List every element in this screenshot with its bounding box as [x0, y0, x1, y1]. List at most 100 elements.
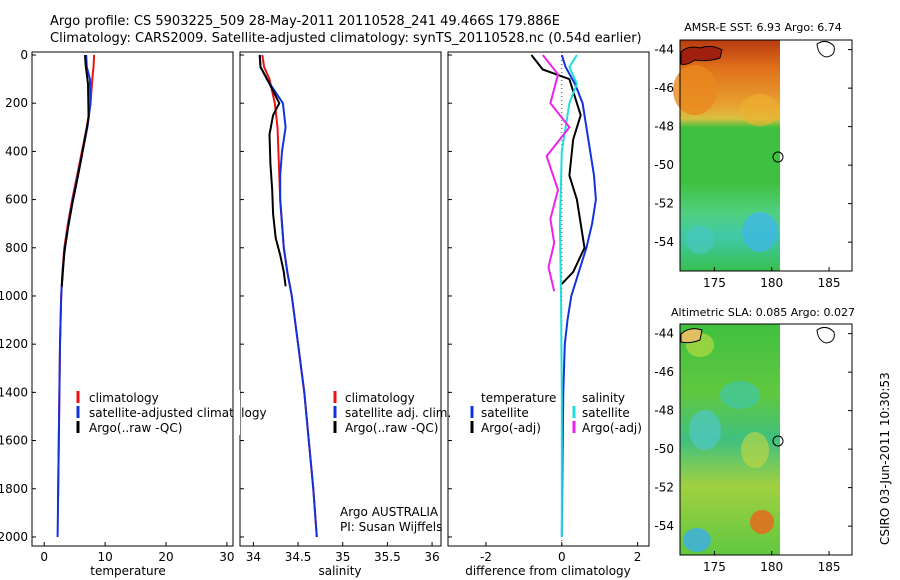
- legend-label-argo: Argo(..raw -QC): [89, 421, 182, 435]
- depth-axis-ticks: 0 200 400 600 800 1000 1200 1400 1600 1800 2000: [0, 48, 452, 544]
- map-lat-label: -50: [654, 442, 674, 456]
- map-lon-label: 180: [760, 276, 783, 290]
- temperature-legend: climatology satellite-adjusted climatolo…: [76, 391, 267, 435]
- map-lat-label: -44: [654, 327, 674, 341]
- series-line-salinity-argo-adj-: [542, 54, 571, 292]
- difference-xlabel: difference from climatology: [465, 564, 631, 578]
- difference-series: [530, 52, 597, 546]
- depth-tick-label: 2000: [0, 530, 28, 544]
- x-tick-label: 34.5: [285, 550, 312, 564]
- legend-heading-salinity: salinity: [582, 391, 625, 405]
- map-lat-label: -48: [654, 120, 674, 134]
- salinity-series: [258, 54, 318, 538]
- map-lon-label: 175: [703, 276, 726, 290]
- map-lon-label: 185: [818, 560, 841, 574]
- x-tick-label: 10: [97, 550, 112, 564]
- sst-cool-patch: [742, 212, 778, 252]
- depth-tick-label: 600: [5, 193, 28, 207]
- salinity-legend: climatology satellite adj. clim. Argo(..…: [333, 391, 451, 435]
- sst-patch: [740, 94, 780, 126]
- depth-tick-label: 1600: [0, 434, 28, 448]
- series-line-argo-raw-qc-: [258, 54, 287, 287]
- x-tick-label: 35: [335, 550, 350, 564]
- depth-tick-label: 200: [5, 96, 28, 110]
- sst-map: [673, 39, 853, 272]
- depth-tick-label: 0: [20, 48, 28, 62]
- legend-label-climatology: climatology: [345, 391, 415, 405]
- legend-label-satellite: satellite-adjusted climatology: [89, 406, 267, 420]
- temperature-plot-frame: [31, 51, 234, 547]
- series-line-argo-raw-qc-: [60, 54, 90, 287]
- depth-tick-label: 1800: [0, 482, 28, 496]
- float-location-marker: [772, 435, 784, 447]
- salinity-plot-frame: [239, 51, 442, 547]
- sst-map-title: AMSR-E SST: 6.93 Argo: 6.74: [684, 21, 842, 34]
- float-location-marker: [772, 151, 784, 163]
- legend-label-satellite: satellite adj. clim.: [345, 406, 451, 420]
- difference-legend: temperature satellite Argo(-adj) salinit…: [470, 391, 642, 435]
- x-tick-label: 34: [246, 550, 261, 564]
- coastline: [816, 326, 835, 344]
- map-lat-label: -44: [654, 43, 674, 57]
- x-tick-label: 36: [424, 550, 439, 564]
- depth-tick-label: 1400: [0, 385, 28, 399]
- temperature-xlabel: temperature: [90, 564, 165, 578]
- float-program: Argo AUSTRALIA: [340, 505, 439, 519]
- depth-tick-label: 800: [5, 241, 28, 255]
- x-tick-label: 20: [158, 550, 173, 564]
- depth-tick-label: 400: [5, 144, 28, 158]
- sla-patch: [720, 381, 760, 409]
- map-lat-label: -52: [654, 197, 674, 211]
- coastline: [816, 40, 835, 58]
- salinity-xlabel: salinity: [318, 564, 361, 578]
- map-lat-label: -54: [654, 519, 674, 533]
- map-lon-label: 185: [818, 276, 841, 290]
- x-tick-label: 0: [558, 550, 566, 564]
- sla-patch: [741, 432, 769, 468]
- coastline: [680, 45, 723, 65]
- x-tick-label: 35.5: [374, 550, 401, 564]
- sla-map-frame: [679, 323, 853, 556]
- map-lon-label: 175: [703, 560, 726, 574]
- map-lat-label: -46: [654, 365, 674, 379]
- map-lon-label: 180: [760, 560, 783, 574]
- timestamp: CSIRO 03-Jun-2011 10:30:53: [878, 372, 892, 545]
- difference-plot-frame: [447, 51, 650, 547]
- x-tick-label: 2: [634, 550, 642, 564]
- legend-label-argo: Argo(..raw -QC): [345, 421, 438, 435]
- x-tick-label: -2: [480, 550, 492, 564]
- legend-label-climatology: climatology: [89, 391, 159, 405]
- figure-title-line2: Climatology: CARS2009. Satellite-adjuste…: [50, 31, 642, 46]
- depth-tick-label: 1000: [0, 289, 28, 303]
- depth-tick-label: 1200: [0, 337, 28, 351]
- series-line-temperature-argo-adj-: [530, 54, 586, 285]
- legend-label-temp-satellite: satellite: [481, 406, 529, 420]
- temperature-series: [56, 54, 96, 538]
- x-axis-ticks: 0 10 20 30 34 34.5 35 35.5 36 -2 0 2: [40, 542, 641, 564]
- legend-label-sal-argo: Argo(-adj): [582, 421, 642, 435]
- legend-label-sal-satellite: satellite: [582, 406, 630, 420]
- map-lat-label: -50: [654, 158, 674, 172]
- legend-clip-mask: [233, 390, 240, 435]
- map-lat-label: -54: [654, 235, 674, 249]
- figure-title-line1: Argo profile: CS 5903225_509 28-May-2011…: [50, 14, 560, 29]
- legend-heading-temperature: temperature: [481, 391, 556, 405]
- float-pi: PI: Susan Wijffels: [340, 520, 442, 534]
- coastline: [680, 328, 703, 344]
- map-axis-ticks: -44 -46 -48 -50 -52 -54 175 180 185 -44 -46 -48 -50 -…: [654, 43, 852, 574]
- map-lat-label: -46: [654, 81, 674, 95]
- sla-high-patch: [750, 510, 774, 534]
- sla-map-title: Altimetric SLA: 0.085 Argo: 0.027: [671, 306, 855, 319]
- x-tick-label: 0: [40, 550, 48, 564]
- series-line-satellite-adjusted-climatology: [56, 54, 92, 538]
- sst-map-frame: [679, 39, 853, 272]
- sla-map: [679, 323, 853, 556]
- sst-cool-patch: [686, 226, 714, 254]
- map-lat-label: -52: [654, 481, 674, 495]
- x-tick-label: 30: [219, 550, 234, 564]
- series-line-temperature-satellite: [560, 54, 597, 538]
- map-lat-label: -48: [654, 404, 674, 418]
- series-line-satellite-adj-clim-: [258, 54, 318, 538]
- series-line-salinity-satellite: [558, 54, 578, 537]
